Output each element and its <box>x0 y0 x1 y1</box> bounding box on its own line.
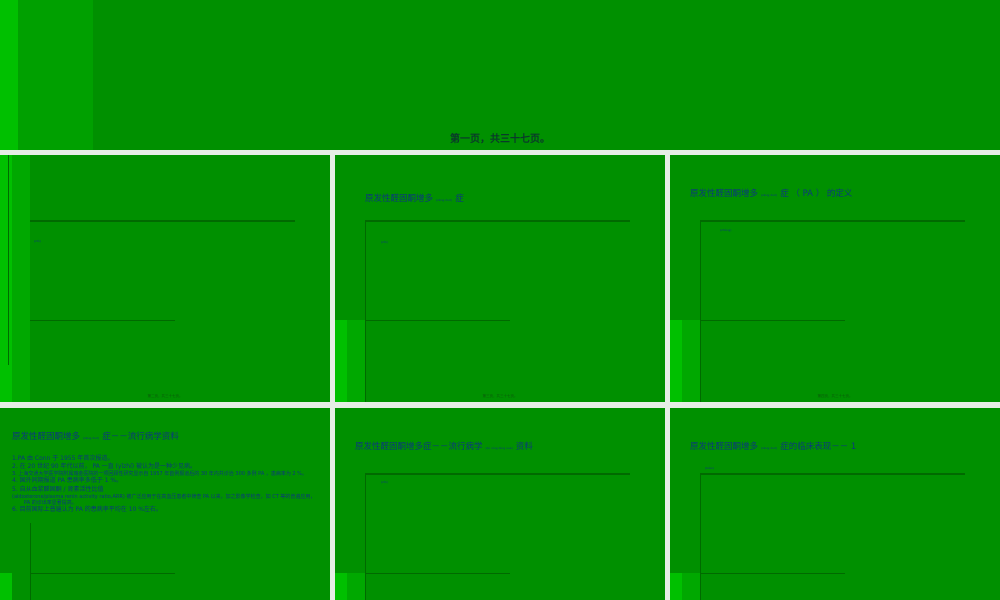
slide-title: 原发性醛固酮增多 (zēng duō) 症的临床表现－－ 1 <box>690 442 857 452</box>
ruby-text: (biǎo) <box>705 466 714 470</box>
decor-strip <box>335 320 347 402</box>
divider <box>8 155 9 365</box>
decor-strip <box>670 320 682 402</box>
list-item: 5. 自从血浆醛固酮 / 肾素活性比值 <box>12 485 104 493</box>
slide-6[interactable]: 原发性醛固酮增多症－－流行病学 (liú xíng bìng xué) 资料 (zh… <box>335 408 665 600</box>
divider <box>30 220 295 222</box>
slide-4[interactable]: 原发性醛固酮增多 (zēng duō) 症 （ PA ） 的定义 (zhòng) 第… <box>670 155 1000 402</box>
slide-footer: 第四页，共三十七页。 <box>817 394 853 398</box>
list-item: (aldosterone/plasma renin activity ratio… <box>12 493 316 506</box>
divider <box>700 573 845 574</box>
decor-strip <box>347 320 365 402</box>
divider <box>365 573 510 574</box>
list-item: 6. 目前国际上普遍认为 PA 的患病率平均在 10 %左右。 <box>12 505 162 513</box>
page-count-text: 第一页，共三十七页。 <box>450 134 550 145</box>
divider <box>700 220 965 222</box>
ruby-text: (zhì) <box>381 240 388 244</box>
divider <box>365 320 510 321</box>
decor-strip <box>347 573 365 600</box>
list-item: 2. 在 20 世纪 90 年代以前， PA 一直 (yīzhí) 被认为是一种… <box>12 463 197 471</box>
decor-strip <box>335 573 347 600</box>
list-item: 3. 上海交通大学医学院附属瑞金医院的一项回顾性研究显示自 1957 年首例报道… <box>12 471 307 478</box>
divider <box>365 473 366 600</box>
divider <box>365 473 630 475</box>
divider <box>30 573 175 574</box>
slide-3[interactable]: 原发性醛固酮增多 (zēng duō) 症 (zhì) 第三页，共三十七页。 <box>335 155 665 402</box>
slide-7[interactable]: 原发性醛固酮增多 (zēng duō) 症的临床表现－－ 1 (biǎo) <box>670 408 1000 600</box>
ruby-text: (zhì) <box>381 480 388 484</box>
decor-strip <box>0 0 18 150</box>
decor-strip <box>682 320 700 402</box>
slide-5[interactable]: 原发性醛固酮增多 (zēng duō) 症－－流行病学资料 1.PA 由 Conn … <box>0 408 330 600</box>
slide-1[interactable]: 第一页，共三十七页。 <box>0 0 1000 150</box>
slide-footer: 第三页，共三十七页。 <box>482 394 518 398</box>
list-item: 1.PA 由 Conn 于 1955 年首次报道。 <box>12 455 114 462</box>
list-item: 4. 国外同期报道 PA 患病率多低于 1 %。 <box>12 477 123 485</box>
slide-title: 原发性醛固酮增多症－－流行病学 (liú xíng bìng xué) 资料 <box>355 442 533 452</box>
divider <box>700 473 701 600</box>
slide-2[interactable]: (zhì) 第二页，共三十七页。 <box>0 155 330 402</box>
decor-strip <box>0 155 12 402</box>
divider <box>365 220 630 222</box>
decor-strip <box>682 573 700 600</box>
decor-strip <box>18 0 93 150</box>
decor-strip <box>0 573 12 600</box>
divider <box>30 320 175 321</box>
divider <box>700 220 701 402</box>
decor-strip <box>12 155 30 402</box>
divider <box>700 320 845 321</box>
slide-title: 原发性醛固酮增多 (zēng duō) 症 <box>365 194 464 204</box>
slide-title: 原发性醛固酮增多 (zēng duō) 症－－流行病学资料 <box>12 432 179 442</box>
divider <box>700 473 965 475</box>
decor-strip <box>670 573 682 600</box>
ruby-text: (zhòng) <box>720 228 732 232</box>
slide-footer: 第二页，共三十七页。 <box>147 394 183 398</box>
divider <box>30 523 31 600</box>
slide-title: 原发性醛固酮增多 (zēng duō) 症 （ PA ） 的定义 <box>690 189 853 199</box>
slide-body: 1.PA 由 Conn 于 1955 年首次报道。 2. 在 20 世纪 90 … <box>12 455 317 514</box>
ruby-text: (zhì) <box>34 239 41 243</box>
divider <box>365 220 366 402</box>
